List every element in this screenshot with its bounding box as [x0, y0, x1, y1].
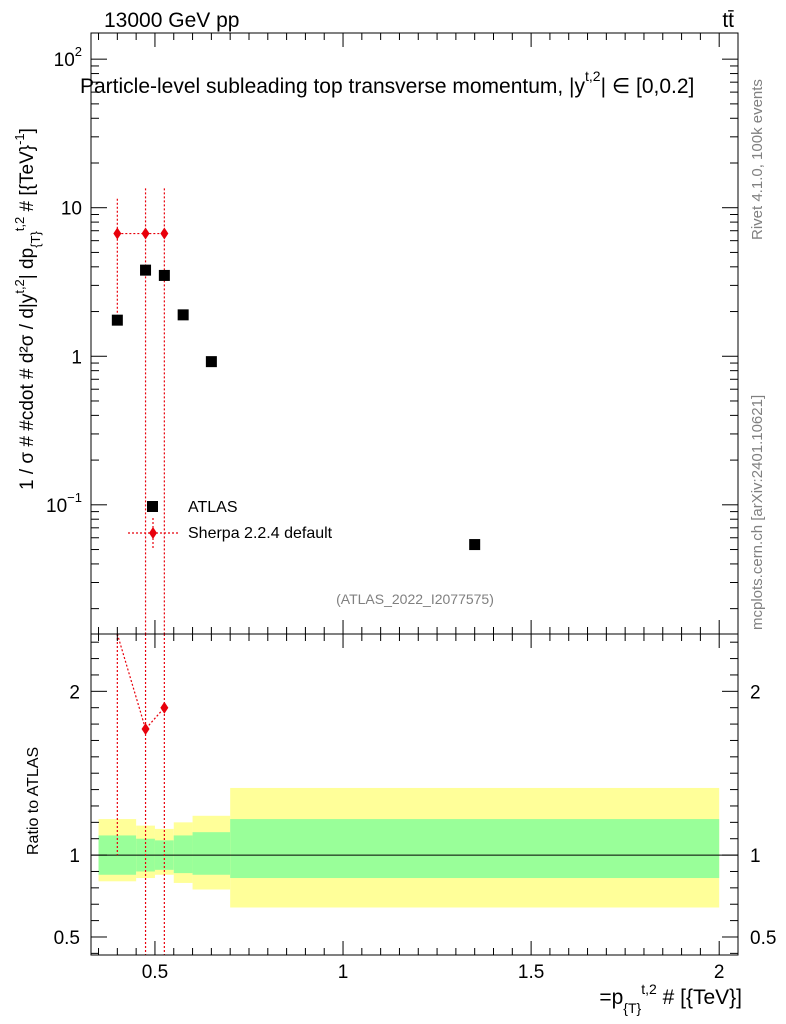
x-tick-label-0: 0.5 — [142, 962, 168, 983]
analysis-watermark: (ATLAS_2022_I2077575) — [336, 591, 494, 607]
atlas-point-4 — [205, 356, 217, 368]
legend-sherpa-marker — [149, 527, 157, 539]
sherpa-main-point-1 — [141, 227, 150, 240]
legend-atlas-label: ATLAS — [188, 499, 238, 516]
main-y-tick-label-1: 10 — [61, 199, 82, 220]
main-y-tick-label-0: 102 — [54, 44, 82, 71]
main-y-tick-label-3: 10−1 — [46, 490, 82, 517]
sherpa-series-ratio — [116, 633, 169, 955]
sherpa-main-point-2 — [160, 227, 169, 240]
legend-sherpa-label: Sherpa 2.2.4 default — [188, 525, 333, 542]
ratio-y-tick-label-right-0: 0.5 — [750, 928, 776, 949]
ratio-panel-frame — [90, 633, 739, 956]
main-y-axis-title: 1 / σ # #cdot # d²σ / d|yt,2| dp{T}t,2 #… — [12, 128, 43, 490]
x-tick-label-3: 2 — [714, 962, 725, 983]
ratio-y-tick-label-right-2: 2 — [750, 682, 761, 703]
sherpa-ratio-line — [116, 633, 165, 731]
energy-label: 13000 GeV pp — [104, 9, 239, 32]
ratio-y-tick-label-right-1: 1 — [750, 846, 761, 867]
ratio-y-tick-label-left-2: 2 — [69, 682, 80, 703]
atlas-point-1 — [140, 264, 152, 276]
axis-ticks — [91, 33, 738, 955]
x-axis-title: =p{T}t,2 # [{TeV}] — [599, 981, 742, 1016]
atlas-point-2 — [158, 269, 170, 281]
plot-title: Particle-level subleading top transverse… — [80, 68, 694, 98]
sherpa-ratio-point-1 — [141, 722, 150, 735]
atlas-series-main — [111, 264, 481, 551]
ratio-y-tick-label-left-0: 0.5 — [54, 928, 80, 949]
axis-tick-labels: 0.5 1 1.5 2 102 10 1 10−1 0.5 0.5 1 1 2 2 — [46, 44, 776, 983]
atlas-point-0 — [111, 314, 123, 326]
main-y-tick-label-2: 1 — [71, 347, 82, 368]
band-inner-4 — [192, 832, 231, 875]
process-label: tt̄ — [722, 9, 734, 32]
band-inner-3 — [173, 835, 193, 874]
band-inner-5 — [230, 819, 720, 879]
legend: ATLAS Sherpa 2.2.4 default — [128, 499, 333, 548]
legend-atlas-marker — [147, 501, 158, 512]
x-tick-label-2: 1.5 — [518, 962, 544, 983]
atlas-point-5 — [469, 539, 481, 551]
sherpa-ratio-point-2 — [160, 701, 169, 714]
ratio-y-axis-title: Ratio to ATLAS — [25, 747, 42, 855]
x-tick-label-1: 1 — [338, 962, 349, 983]
ratio-y-tick-label-left-1: 1 — [69, 846, 80, 867]
rivet-label: Rivet 4.1.0, 100k events — [749, 79, 766, 240]
sherpa-main-point-0 — [113, 227, 122, 240]
mcplots-label: mcplots.cern.ch [arXiv:2401.10621] — [749, 395, 766, 630]
ratio-uncertainty-bands — [98, 787, 720, 908]
atlas-point-3 — [177, 309, 189, 321]
main-panel-frame — [90, 32, 739, 635]
sherpa-series-main — [113, 188, 169, 634]
